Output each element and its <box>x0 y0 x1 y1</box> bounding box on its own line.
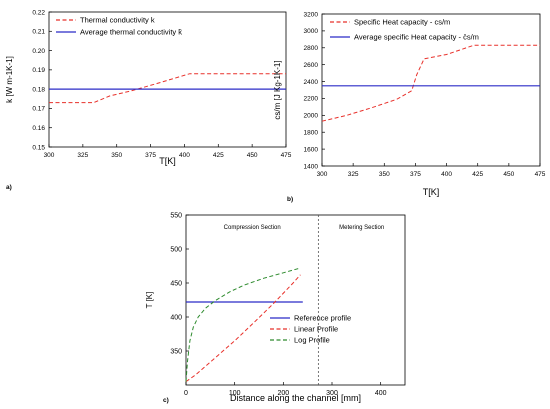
y-tick-label: 0.19 <box>32 67 45 74</box>
x-tick-label: 400 <box>375 390 387 397</box>
y-tick-label: 0.17 <box>32 106 45 113</box>
y-tick-label: 0.18 <box>32 86 45 93</box>
legend: Specific Heat capacity - cs/m Average spe… <box>330 18 479 42</box>
chart-panel-3: 0 100 200 300 400 350 400 450 500 550 Distance alo… <box>145 212 406 404</box>
panel-label: a) <box>6 184 12 191</box>
series-line-2 <box>185 274 301 383</box>
x-tick-label: 450 <box>503 171 514 178</box>
series-line-3 <box>185 267 301 382</box>
x-tick-label: 350 <box>111 152 122 159</box>
legend-entry: Reference profile <box>294 314 351 323</box>
y-tick-label: 400 <box>170 314 182 321</box>
legend-entry: Log Profile <box>294 336 330 345</box>
y-tick-label: 0.21 <box>32 29 45 36</box>
annotation-metering: Metering Section <box>339 225 384 231</box>
panel-label: b) <box>287 196 293 203</box>
y-tick-label: 3000 <box>304 28 319 35</box>
y-tick-label: 2000 <box>304 113 319 120</box>
x-tick-label: 450 <box>247 152 258 159</box>
legend-entry: Thermal conductivity k <box>80 16 155 25</box>
x-tick-label: 200 <box>277 390 289 397</box>
y-tick-label: 0.15 <box>32 144 45 151</box>
legend-entry: Average thermal conductivity k̄ <box>80 28 182 37</box>
x-tick-label: 300 <box>44 152 55 159</box>
annotation-compression: Compression Section <box>224 225 281 231</box>
y-tick-label: 450 <box>170 280 182 287</box>
x-tick-label: 325 <box>77 152 88 159</box>
x-axis-label: T[K] <box>159 156 176 166</box>
series-line-1 <box>49 73 286 104</box>
y-tick-label: 0.16 <box>32 125 45 132</box>
y-tick-label: 550 <box>170 212 182 219</box>
y-tick-label: 0.22 <box>32 9 45 16</box>
legend: Reference profile Linear Profile Log Profi… <box>270 314 351 345</box>
y-axis-label: cs/m [J Kg-1K-1] <box>273 60 282 119</box>
y-axis-label: k [W m-1K-1] <box>5 56 14 103</box>
x-tick-label: 375 <box>410 171 421 178</box>
series-line-1 <box>321 44 540 122</box>
plot-frame <box>48 11 287 148</box>
y-tick-label: 2600 <box>304 62 319 69</box>
legend-entry: Average specific Heat capacity - c̄s/m <box>354 33 479 42</box>
x-tick-label: 475 <box>281 152 292 159</box>
y-axis-label: T [K] <box>145 292 154 309</box>
y-tick-label: 350 <box>170 348 182 355</box>
panel-label: c) <box>163 397 169 404</box>
x-tick-label: 300 <box>326 390 338 397</box>
legend-entry: Linear Profile <box>294 325 338 334</box>
legend: Thermal conductivity k Average thermal co… <box>56 16 182 37</box>
x-tick-label: 0 <box>184 390 188 397</box>
y-tick-label: 0.20 <box>32 48 45 55</box>
x-tick-label: 400 <box>179 152 190 159</box>
x-axis-label: Distance along the channel [mm] <box>230 393 361 403</box>
y-tick-label: 500 <box>170 246 182 253</box>
x-tick-label: 100 <box>229 390 241 397</box>
y-tick-label: 2400 <box>304 79 319 86</box>
x-tick-label: 475 <box>535 171 546 178</box>
x-tick-label: 425 <box>472 171 483 178</box>
x-tick-label: 325 <box>348 171 359 178</box>
y-tick-label: 3200 <box>304 11 319 18</box>
x-tick-label: 300 <box>317 171 328 178</box>
y-tick-label: 1600 <box>304 146 319 153</box>
y-tick-label: 1400 <box>304 163 319 170</box>
y-tick-label: 2200 <box>304 96 319 103</box>
x-tick-label: 375 <box>145 152 156 159</box>
x-axis-label: T[K] <box>423 187 440 197</box>
x-tick-label: 400 <box>441 171 452 178</box>
chart-panel-1: 300 325 350 375 400 425 450 475 0.15 0.16 0.17 0.18… <box>5 9 292 191</box>
plot-frame <box>185 214 406 386</box>
plot-frame <box>321 13 541 167</box>
x-tick-label: 425 <box>213 152 224 159</box>
y-tick-label: 1800 <box>304 130 319 137</box>
y-tick-label: 2800 <box>304 45 319 52</box>
x-tick-label: 350 <box>379 171 390 178</box>
legend-entry: Specific Heat capacity - cs/m <box>354 18 450 27</box>
chart-panel-2: 300 325 350 375 400 425 450 475 1400 1600 1800 2000… <box>273 11 546 203</box>
